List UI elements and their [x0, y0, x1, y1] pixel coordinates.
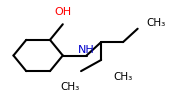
Text: CH₃: CH₃ [61, 81, 80, 91]
Text: CH₃: CH₃ [113, 71, 133, 81]
Text: NH: NH [78, 44, 95, 54]
Text: OH: OH [54, 7, 71, 17]
Text: CH₃: CH₃ [147, 18, 166, 28]
